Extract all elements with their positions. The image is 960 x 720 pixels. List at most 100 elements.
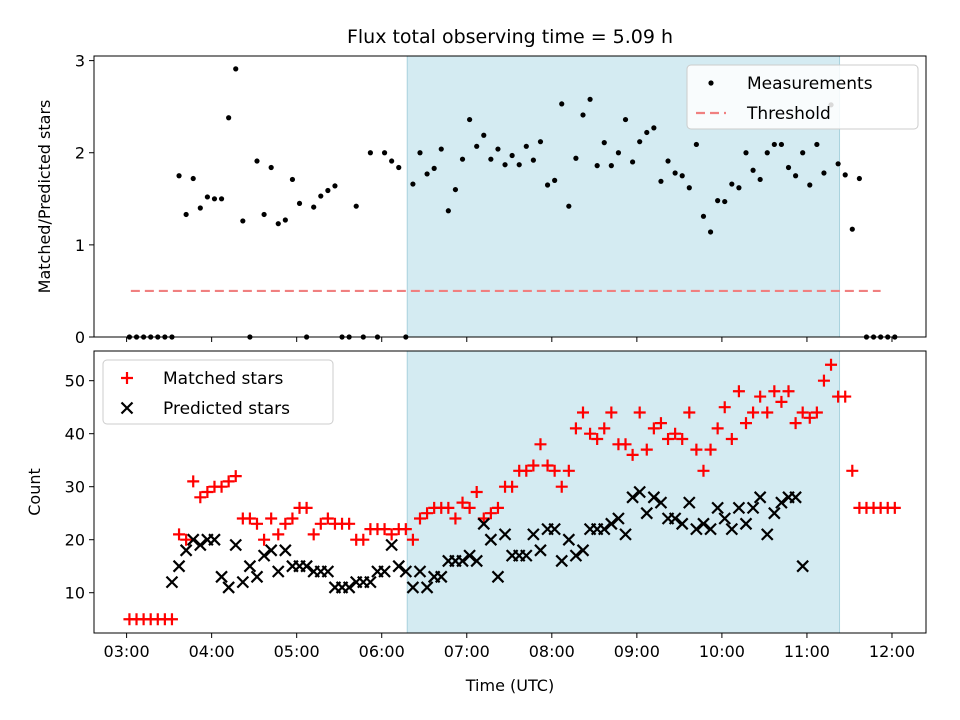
measurement-point	[474, 143, 480, 149]
matched-stars-point	[775, 395, 788, 408]
measurement-point	[736, 185, 742, 191]
predicted-stars-point	[456, 554, 469, 568]
matched-stars-point	[222, 475, 235, 488]
x-tick-label: 12:00	[869, 642, 915, 661]
measurement-point	[587, 96, 593, 102]
bottom-legend: Matched stars Predicted stars	[102, 359, 334, 425]
measurement-point	[729, 181, 735, 187]
matched-stars-point	[378, 523, 391, 536]
measurement-point	[190, 175, 196, 182]
matched-stars-point	[747, 406, 760, 419]
measurement-point	[785, 164, 792, 171]
measurement-point	[722, 198, 728, 205]
predicted-stars-point	[250, 570, 264, 584]
measurement-point	[757, 176, 763, 183]
matched-stars-point	[534, 438, 547, 451]
top-legend: Measurements Threshold	[686, 64, 919, 130]
predicted-stars-point	[477, 517, 491, 531]
y-tick-label: 50	[65, 372, 85, 391]
predicted-stars-point	[498, 528, 512, 541]
measurement-point	[537, 139, 544, 145]
measurement-point	[594, 163, 600, 169]
matched-stars-point	[605, 406, 618, 419]
measurement-point	[254, 158, 260, 164]
x-tick-label: 04:00	[189, 642, 235, 661]
measurement-point	[651, 125, 657, 131]
matched-stars-point	[647, 422, 660, 435]
matched-stars-point	[704, 443, 717, 456]
measurement-point	[849, 226, 855, 232]
matched-stars-point	[754, 390, 767, 403]
measurement-point	[438, 146, 444, 152]
measurement-point	[750, 167, 756, 173]
matched-stars-point	[442, 501, 455, 514]
matched-stars-point	[633, 406, 646, 419]
measurement-point	[459, 156, 466, 162]
measurement-point	[233, 66, 239, 72]
matched-stars-point	[470, 486, 483, 498]
x-tick-label: 10:00	[699, 642, 745, 661]
measurement-point	[204, 194, 210, 200]
x-tick-label: 03:00	[104, 642, 150, 661]
predicted-stars-point	[704, 522, 717, 536]
measurement-point	[353, 203, 359, 209]
matched-stars-point	[421, 507, 434, 520]
x-tick-label: 05:00	[274, 642, 320, 661]
measurement-point	[771, 141, 777, 148]
matched-stars-point	[314, 517, 327, 530]
predicted-stars-point	[605, 517, 618, 531]
matched-stars-point	[789, 417, 802, 430]
predicted-stars-point	[718, 512, 732, 525]
measurement-point	[282, 217, 288, 223]
measurement-point	[240, 218, 246, 224]
measurement-point	[488, 156, 494, 162]
predicted-stars-point	[321, 565, 335, 578]
matched-stars-point	[739, 417, 752, 430]
predicted-stars-point	[165, 575, 179, 589]
measurement-point	[396, 164, 402, 171]
measurement-point	[693, 141, 699, 148]
predicted-stars-point	[179, 544, 193, 557]
matched-stars-point	[548, 464, 561, 477]
measurement-point	[686, 185, 692, 191]
predicted-stars-point	[222, 581, 235, 594]
matched-stars-point	[463, 501, 476, 514]
top-series-group	[126, 66, 898, 340]
matched-stars-point	[718, 401, 731, 414]
measurement-point	[700, 213, 707, 219]
measurement-point	[268, 164, 274, 171]
y-tick-label: 10	[65, 584, 85, 603]
measurement-point	[183, 211, 189, 218]
matched-stars-point	[626, 448, 639, 461]
predicted-stars-point	[420, 581, 434, 594]
predicted-stars-point	[612, 512, 625, 525]
predicted-stars-point	[690, 522, 703, 536]
measurement-point	[679, 173, 685, 179]
matched-stars-point	[321, 512, 334, 525]
matched-stars-point	[825, 358, 838, 371]
top-axis-ticks: 0 1 2 3	[75, 52, 893, 347]
legend-label: Threshold	[746, 104, 831, 124]
measurement-point	[197, 205, 203, 211]
legend-label: Matched stars	[163, 369, 283, 389]
measurement-point	[325, 187, 331, 194]
bottom-series-group	[123, 358, 901, 626]
matched-stars-point	[576, 406, 589, 419]
matched-stars-point	[846, 464, 859, 477]
measurement-point	[318, 193, 324, 199]
predicted-stars-point	[534, 544, 547, 557]
matched-stars-point	[817, 374, 830, 387]
measurement-point	[481, 132, 487, 138]
matched-stars-point	[229, 470, 242, 483]
x-tick-label: 06:00	[359, 642, 405, 661]
predicted-stars-point	[647, 491, 661, 504]
measurement-point	[778, 141, 785, 148]
predicted-stars-point	[279, 544, 292, 557]
predicted-stars-point	[463, 549, 476, 562]
matched-stars-point	[520, 464, 533, 477]
measurement-point	[630, 159, 636, 165]
matched-stars-point	[491, 501, 504, 514]
top-axes-frame	[93, 55, 927, 338]
matched-stars-point	[201, 486, 214, 498]
predicted-stars-point	[675, 517, 689, 531]
